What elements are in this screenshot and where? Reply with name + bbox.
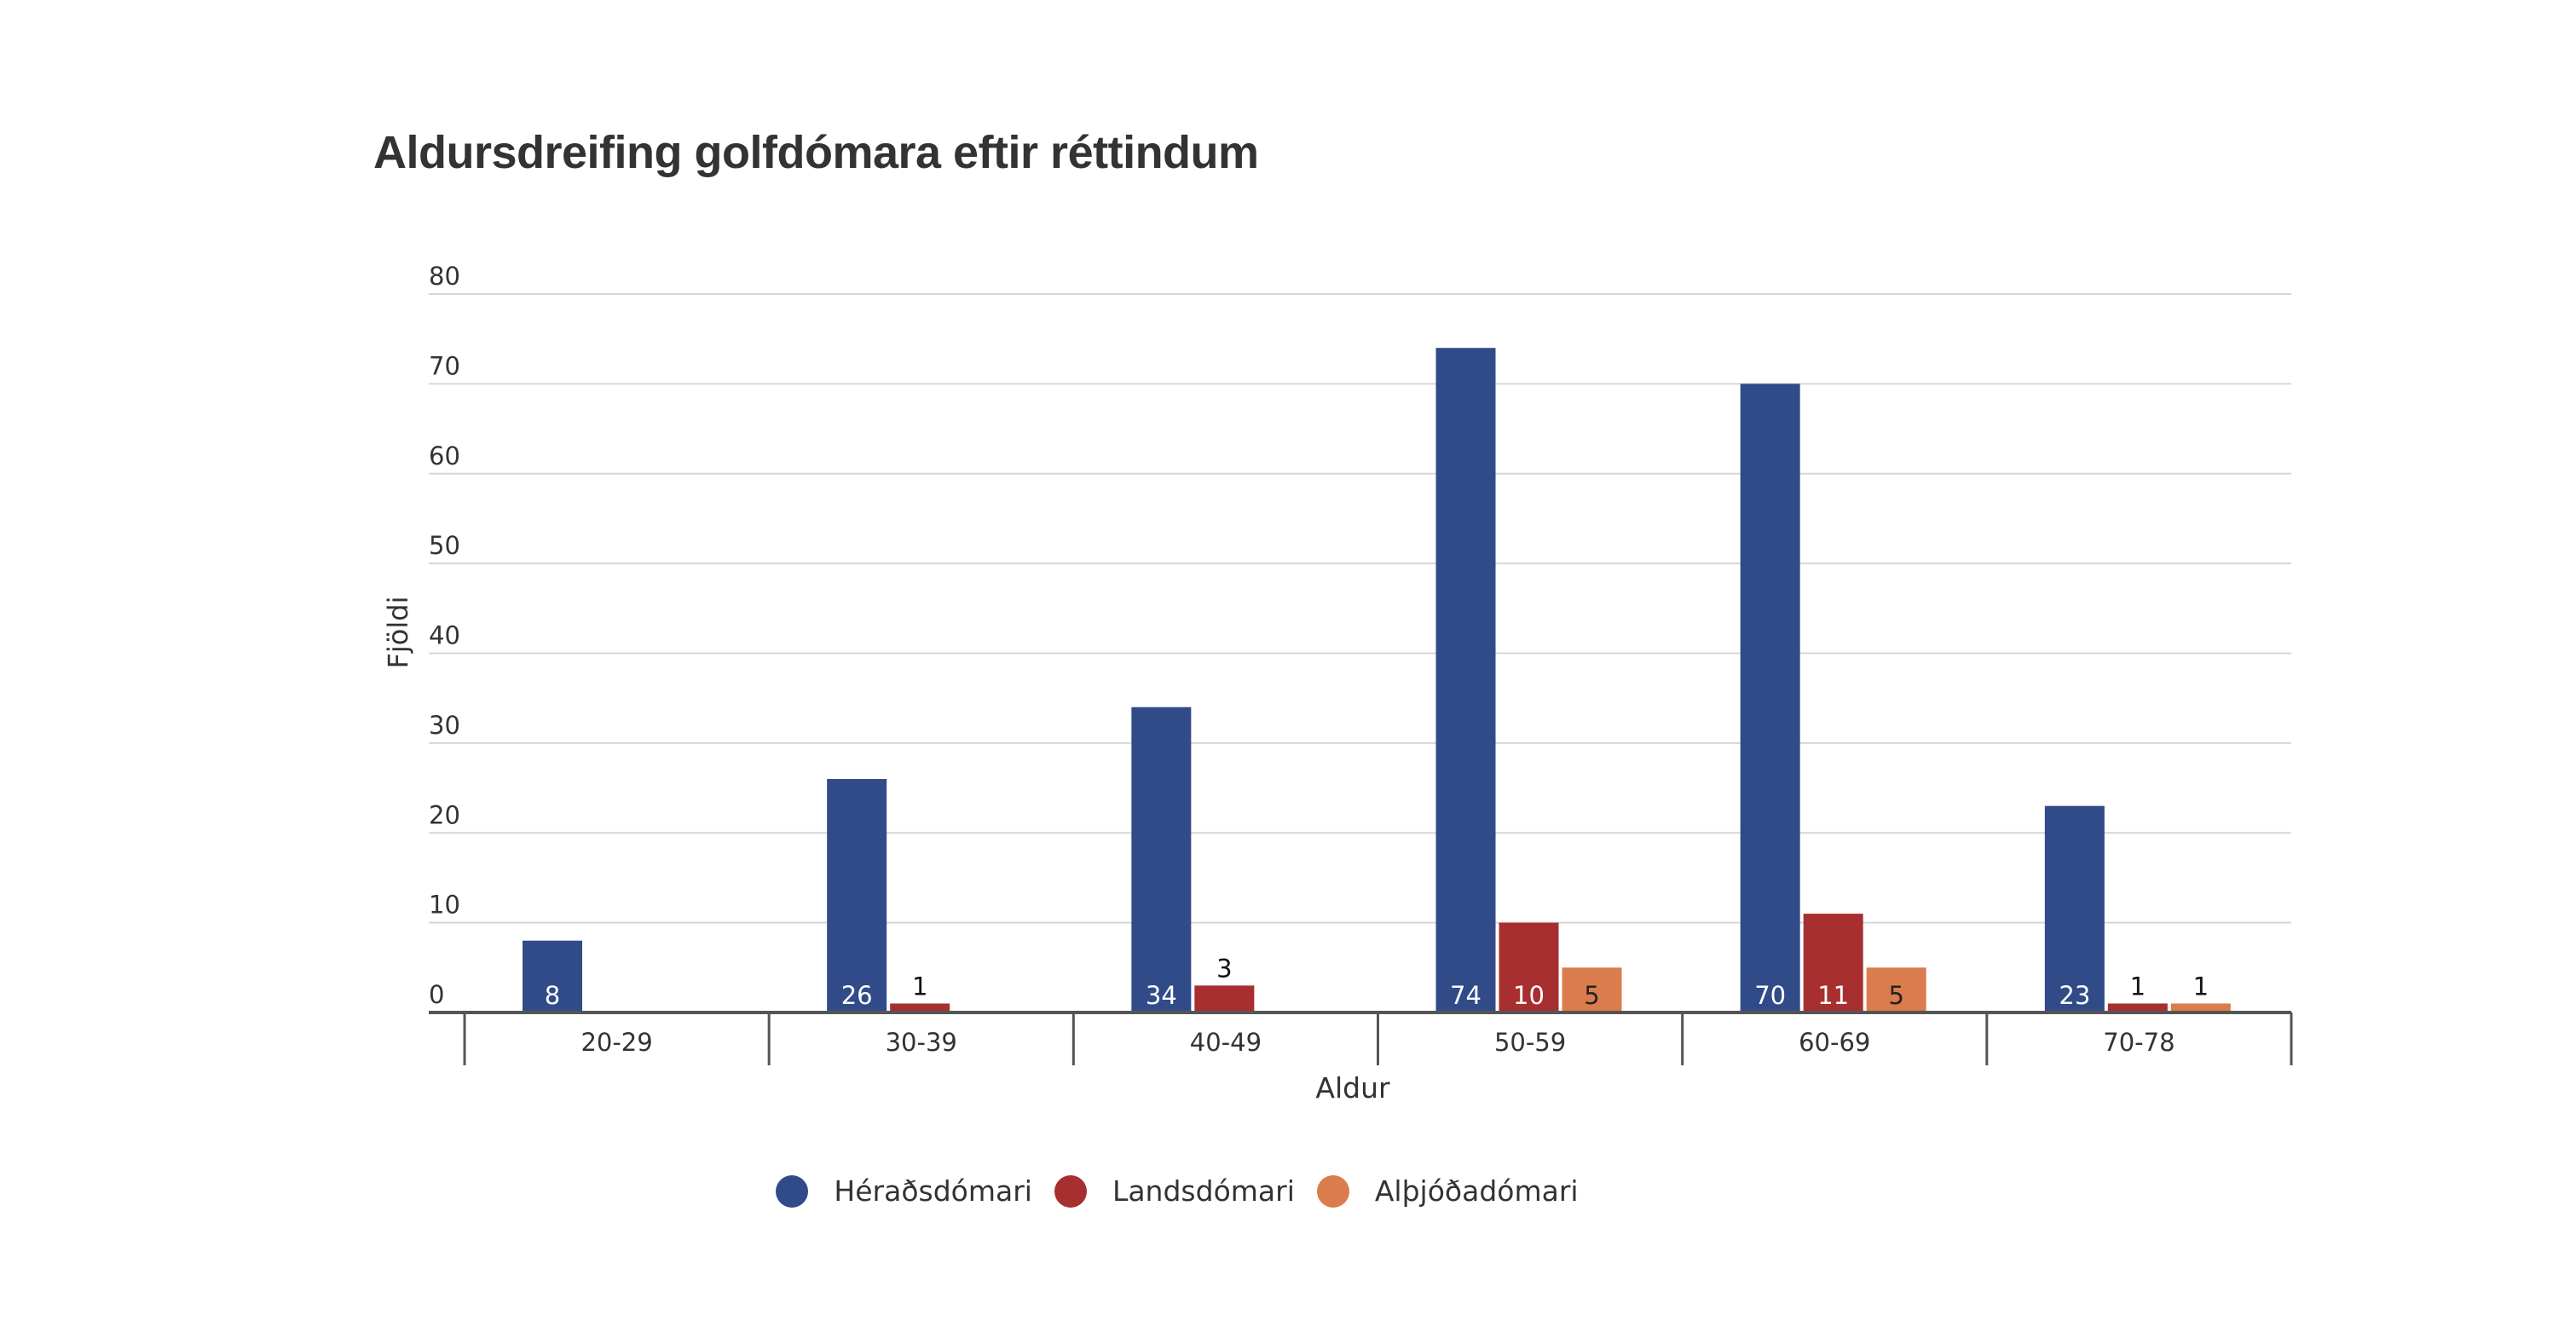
- bar-Landsdómari-50-59: [1499, 922, 1559, 1012]
- x-axis-label: Aldur: [1315, 1071, 1390, 1105]
- y-tick-label: 10: [429, 891, 460, 920]
- y-tick-label: 40: [429, 621, 460, 650]
- bar-Landsdómari-70-78: [2107, 1003, 2168, 1012]
- bar-Héraðsdómari-40-49: [1131, 707, 1192, 1012]
- bar-Héraðsdómari-60-69: [1740, 384, 1800, 1012]
- bar-Héraðsdómari-30-39: [827, 779, 887, 1012]
- data-label: 5: [1888, 981, 1903, 1010]
- bar-Landsdómari-30-39: [890, 1003, 950, 1012]
- legend-swatch: [1054, 1174, 1087, 1208]
- legend-label: Alþjóðadómari: [1374, 1174, 1579, 1208]
- y-axis-label: Fjöldi: [382, 597, 414, 669]
- x-tick-label: 50-59: [1494, 1028, 1566, 1057]
- bar-Héraðsdómari-50-59: [1435, 348, 1496, 1013]
- legend-item[interactable]: Héraðsdómari: [776, 1174, 1032, 1208]
- x-tick-label: 60-69: [1799, 1028, 1870, 1057]
- y-tick-label: 70: [429, 351, 460, 380]
- legend: Héraðsdómari Landsdómari Alþjóðadómari: [0, 1174, 2465, 1208]
- legend-swatch: [1316, 1174, 1349, 1208]
- y-tick-label: 0: [429, 980, 444, 1009]
- legend-label: Héraðsdómari: [834, 1174, 1032, 1208]
- bar-Alþjóðadómari-50-59: [1562, 967, 1622, 1012]
- x-tick-label: 40-49: [1190, 1028, 1262, 1057]
- data-label: 3: [1216, 954, 1232, 983]
- y-tick-label: 50: [429, 531, 460, 560]
- chart-title: Aldursdreifing golfdómara eftir réttindu…: [373, 127, 1259, 178]
- x-tick-label: 30-39: [886, 1028, 957, 1057]
- legend-swatch: [776, 1174, 809, 1208]
- y-tick-label: 80: [429, 262, 460, 291]
- data-label: 5: [1584, 981, 1599, 1010]
- data-label: 34: [1146, 981, 1177, 1010]
- legend-label: Landsdómari: [1112, 1174, 1295, 1208]
- bar-Héraðsdómari-20-29: [523, 940, 582, 1012]
- data-label: 8: [545, 981, 560, 1010]
- y-tick-label: 30: [429, 711, 460, 740]
- x-tick-label: 70-78: [2103, 1028, 2175, 1057]
- data-label: 23: [2059, 981, 2090, 1010]
- data-label: 1: [2130, 972, 2146, 1001]
- data-label: 10: [1513, 981, 1545, 1010]
- bar-Landsdómari-60-69: [1803, 914, 1863, 1012]
- data-label: 26: [841, 981, 873, 1010]
- bar-Héraðsdómari-70-78: [2044, 805, 2105, 1012]
- data-label: 70: [1754, 981, 1786, 1010]
- legend-item[interactable]: Landsdómari: [1054, 1174, 1295, 1208]
- data-label: 11: [1817, 981, 1849, 1010]
- bar-Alþjóðadómari-70-78: [2170, 1003, 2231, 1012]
- y-tick-label: 20: [429, 800, 460, 829]
- legend-item[interactable]: Alþjóðadómari: [1316, 1174, 1579, 1208]
- x-tick-label: 20-29: [580, 1028, 652, 1057]
- bar-Landsdómari-40-49: [1194, 985, 1255, 1012]
- data-label: 1: [912, 972, 927, 1001]
- data-label: 74: [1450, 981, 1481, 1010]
- bar-Alþjóðadómari-60-69: [1866, 967, 1926, 1012]
- y-tick-label: 60: [429, 441, 460, 470]
- data-label: 1: [2193, 972, 2209, 1001]
